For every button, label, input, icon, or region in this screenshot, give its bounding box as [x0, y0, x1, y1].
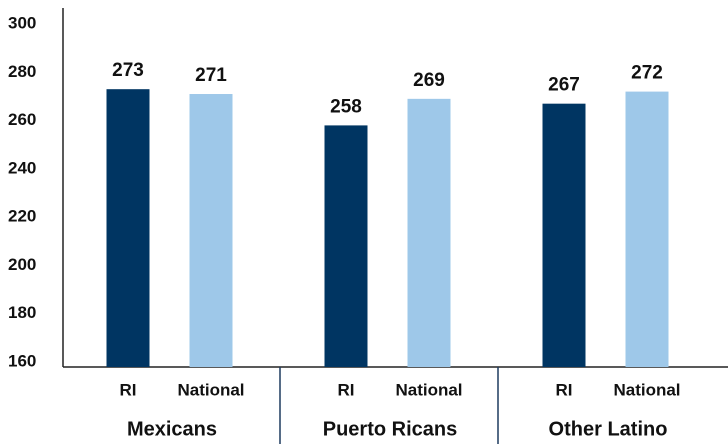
bar: [324, 125, 368, 368]
y-tick-label: 280: [8, 62, 36, 81]
bar: [106, 89, 150, 367]
y-tick-label: 200: [8, 255, 36, 274]
value-label: 271: [195, 65, 227, 86]
series-label: RI: [556, 380, 573, 399]
y-tick-label: 220: [8, 207, 36, 226]
series-label: National: [613, 380, 680, 399]
group-label: Other Latino: [549, 418, 668, 440]
y-tick-label: 160: [8, 351, 36, 370]
value-label: 272: [631, 63, 663, 84]
value-label: 269: [413, 70, 445, 91]
value-label: 273: [112, 60, 144, 81]
bar: [625, 91, 669, 367]
group-label: Mexicans: [127, 418, 217, 440]
value-label: 258: [330, 96, 362, 117]
group-label: Puerto Ricans: [323, 418, 457, 440]
series-label: National: [177, 380, 244, 399]
y-tick-label: 300: [8, 13, 36, 32]
y-tick-label: 260: [8, 110, 36, 129]
bar: [407, 98, 451, 367]
value-label: 267: [548, 75, 580, 96]
bar: [189, 94, 233, 367]
bar: [542, 103, 586, 368]
y-tick-label: 240: [8, 158, 36, 177]
series-label: RI: [338, 380, 355, 399]
series-label: National: [395, 380, 462, 399]
series-label: RI: [120, 380, 137, 399]
y-tick-label: 180: [8, 303, 36, 322]
